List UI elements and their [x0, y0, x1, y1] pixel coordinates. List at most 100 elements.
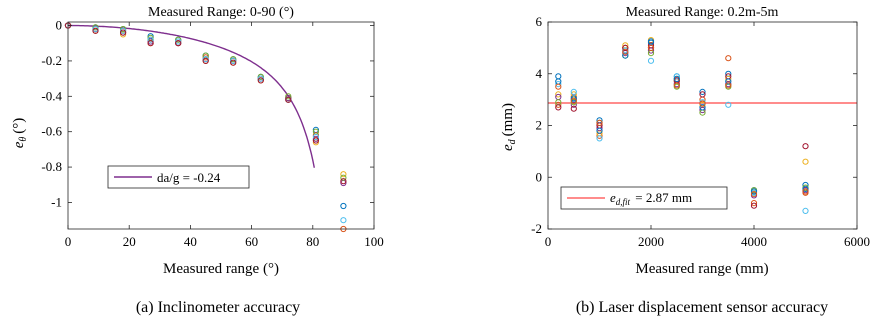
legend-label: da/g = -0.24: [157, 170, 221, 185]
data-point: [647, 38, 655, 45]
data-point: [312, 137, 319, 144]
data-point: [622, 44, 629, 52]
data-point: [92, 24, 99, 31]
x-axis-label: Measured range (mm): [635, 261, 768, 277]
x-tick-label: 60: [245, 234, 258, 249]
x-tick-label: 80: [306, 234, 319, 249]
data-point: [802, 185, 809, 192]
data-point: [673, 82, 680, 89]
laser-sensor-chart: Measured Range: 0.2m-5m 0 2000 4000 6000-20…: [500, 5, 870, 316]
data-point: [673, 73, 680, 80]
data-point: [647, 57, 655, 64]
caption: (a) Inclinometer accuracy: [136, 299, 300, 316]
y-tick-label: 6: [536, 14, 543, 29]
x-tick-label: 20: [123, 234, 136, 249]
data-point: [750, 200, 758, 207]
data-point: [555, 81, 562, 88]
data-point: [147, 36, 154, 43]
x-tick-label: 6000: [844, 234, 870, 249]
data-point: [555, 83, 562, 90]
data-point: [555, 101, 562, 108]
data-point: [725, 101, 732, 108]
data-point: [596, 135, 603, 142]
data-point: [230, 57, 237, 65]
data-point: [596, 127, 603, 134]
data-point: [147, 40, 154, 47]
y-tick-label: 2: [536, 118, 543, 133]
y-tick-label: -2: [531, 221, 542, 236]
y-tick-label: 0: [536, 169, 543, 184]
data-point: [202, 56, 209, 63]
data-point: [285, 96, 292, 103]
y-tick-label: -0.6: [41, 124, 62, 139]
data-point: [340, 178, 347, 185]
data-point: [555, 73, 562, 80]
y-axis-label: ed(mm): [500, 103, 518, 151]
data-point: [725, 82, 732, 89]
data-point: [175, 40, 182, 47]
data-point: [257, 77, 264, 84]
data-point: [570, 101, 577, 108]
data-point: [92, 27, 99, 34]
y-axis-label: eθ(°): [11, 118, 29, 149]
data-point: [257, 73, 264, 80]
data-point: [750, 191, 758, 198]
data-point: [285, 93, 292, 100]
chart-title: Measured Range: 0-90 (°): [148, 5, 294, 20]
data-point: [570, 91, 577, 98]
data-point: [750, 202, 758, 209]
data-point: [570, 105, 577, 112]
data-point: [570, 88, 577, 96]
x-tick-label: 100: [364, 234, 384, 249]
legend: da/g = -0.24: [107, 165, 250, 189]
data-point: [570, 95, 577, 102]
data-point: [92, 26, 99, 33]
data-point: [340, 217, 347, 224]
chart-title: Measured Range: 0.2m-5m: [626, 5, 779, 20]
data-point: [647, 42, 655, 49]
data-point: [555, 91, 562, 98]
data-point: [647, 44, 655, 52]
data-point: [699, 106, 706, 114]
caption: (b) Laser displacement sensor accuracy: [576, 299, 828, 316]
data-point: [596, 119, 603, 127]
data-point: [120, 29, 127, 36]
fit-curve: [68, 24, 315, 168]
x-axis-label: Measured range (°): [163, 261, 279, 277]
x-tick-label: 0: [65, 234, 72, 249]
data-point: [802, 143, 809, 150]
data-point: [175, 36, 182, 43]
data-point: [147, 38, 154, 45]
plot-frame: [67, 21, 375, 230]
data-point: [312, 135, 319, 142]
data-point: [699, 88, 706, 96]
data-point: [725, 78, 732, 85]
data-point: [750, 188, 758, 195]
data-point: [257, 75, 264, 82]
x-tick-label: 40: [184, 234, 197, 249]
data-point: [570, 97, 577, 105]
data-point: [699, 104, 706, 111]
data-point: [699, 100, 706, 107]
data-point: [202, 54, 209, 61]
legend: ed,fit = 2.87 mm: [560, 186, 728, 210]
y-tick-label: -0.4: [41, 88, 62, 103]
data-point: [340, 202, 347, 210]
x-tick-label: 0: [545, 234, 552, 249]
data-point: [725, 55, 732, 62]
data-point: [622, 48, 629, 55]
data-point: [802, 188, 809, 195]
data-point: [622, 52, 629, 59]
data-point: [120, 27, 127, 34]
data-point: [802, 158, 809, 165]
data-point: [230, 59, 237, 66]
inclinometer-chart: Measured Range: 0-90 (°) 0 20 40 60 80 100 0 -0…: [11, 5, 384, 316]
data-point: [340, 171, 347, 178]
data-point: [312, 133, 319, 141]
data-point: [555, 104, 562, 111]
y-tick-label: -0.2: [41, 53, 62, 68]
legend-label: ed,fit = 2.87 mm: [610, 190, 692, 207]
data-point: [202, 57, 209, 65]
data-point: [230, 56, 237, 63]
